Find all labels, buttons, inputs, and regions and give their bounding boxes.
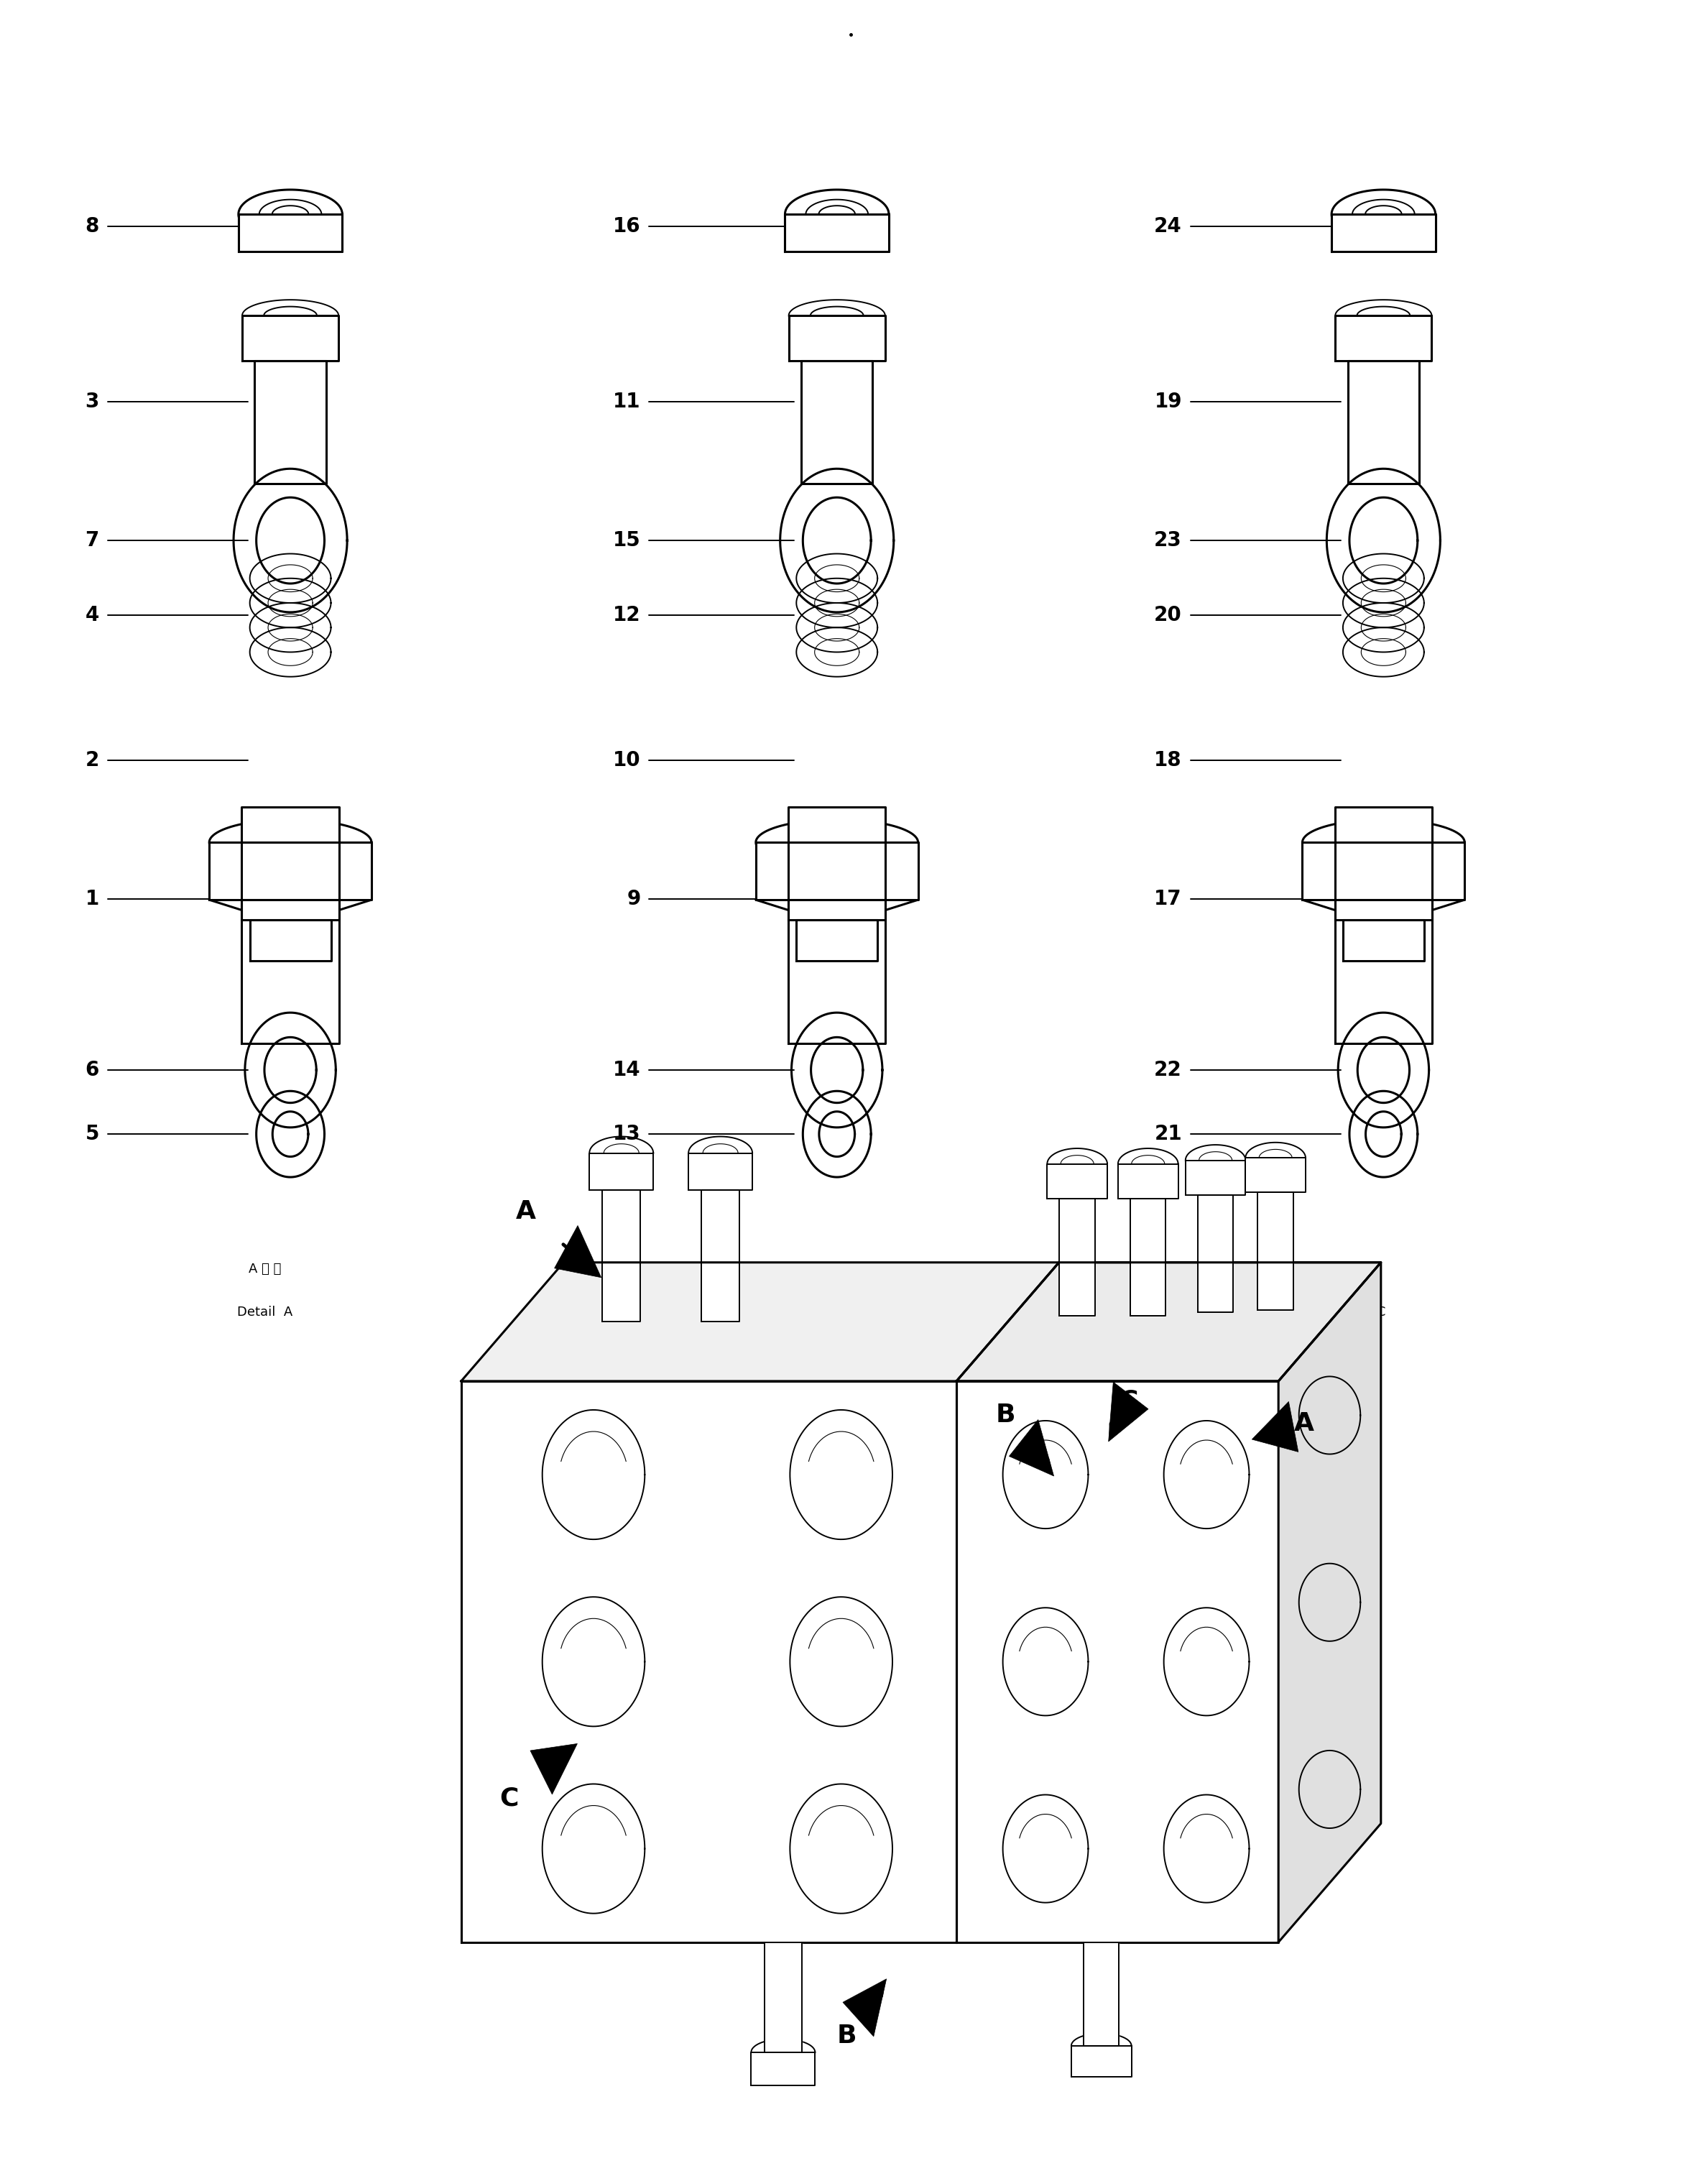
Polygon shape [789, 900, 885, 1042]
Polygon shape [555, 1226, 601, 1278]
Polygon shape [1059, 1198, 1095, 1316]
Polygon shape [239, 214, 342, 250]
Text: C 詳 細: C 詳 細 [1341, 1262, 1375, 1275]
Polygon shape [842, 1979, 886, 2037]
Polygon shape [243, 900, 340, 1042]
Polygon shape [461, 1381, 956, 1942]
Polygon shape [1332, 214, 1435, 250]
Text: 19: 19 [1155, 391, 1182, 412]
Text: 17: 17 [1155, 889, 1182, 909]
Text: A 詳 細: A 詳 細 [248, 1262, 282, 1275]
Polygon shape [1108, 1381, 1148, 1442]
Polygon shape [1342, 919, 1424, 960]
Polygon shape [956, 1381, 1278, 1942]
Text: B: B [996, 1403, 1015, 1426]
Polygon shape [1009, 1420, 1054, 1476]
Text: 14: 14 [613, 1060, 640, 1081]
Polygon shape [688, 1152, 753, 1189]
Text: A: A [516, 1200, 536, 1224]
Polygon shape [1047, 1163, 1107, 1198]
Text: 10: 10 [613, 751, 640, 770]
Polygon shape [1336, 807, 1433, 919]
Polygon shape [755, 842, 919, 900]
Text: 24: 24 [1155, 216, 1182, 237]
Text: 8: 8 [85, 216, 99, 237]
Polygon shape [1336, 315, 1431, 360]
Text: 16: 16 [613, 216, 640, 237]
Polygon shape [1185, 1161, 1245, 1196]
Polygon shape [1197, 1196, 1233, 1312]
Polygon shape [789, 807, 885, 919]
Text: Detail  A: Detail A [237, 1306, 292, 1319]
Text: C: C [500, 1787, 519, 1811]
Text: Detail  B: Detail B [784, 1306, 839, 1319]
Polygon shape [789, 315, 885, 360]
Polygon shape [1348, 360, 1419, 483]
Text: 12: 12 [613, 604, 640, 626]
Text: 5: 5 [85, 1124, 99, 1144]
Text: Detail  C: Detail C [1331, 1306, 1385, 1319]
Text: 7: 7 [85, 531, 99, 550]
Polygon shape [763, 1942, 803, 2052]
Polygon shape [461, 1262, 1059, 1381]
Polygon shape [786, 214, 888, 250]
Text: 23: 23 [1155, 531, 1182, 550]
Polygon shape [1071, 2046, 1131, 2076]
Text: 6: 6 [85, 1060, 99, 1081]
Polygon shape [1245, 1159, 1305, 1193]
Polygon shape [1119, 1163, 1179, 1198]
Text: 15: 15 [613, 531, 640, 550]
Text: 1: 1 [85, 889, 99, 909]
Text: 2: 2 [85, 751, 99, 770]
Polygon shape [1278, 1262, 1380, 1942]
Polygon shape [1336, 900, 1433, 1042]
Text: 3: 3 [85, 391, 99, 412]
Polygon shape [243, 315, 338, 360]
Polygon shape [529, 1744, 577, 1793]
Text: B 詳 細: B 詳 細 [794, 1262, 828, 1275]
Polygon shape [254, 360, 326, 483]
Text: C: C [1119, 1388, 1138, 1413]
Polygon shape [249, 919, 331, 960]
Text: 18: 18 [1155, 751, 1182, 770]
Polygon shape [1131, 1198, 1167, 1316]
Polygon shape [801, 360, 873, 483]
Text: 4: 4 [85, 604, 99, 626]
Polygon shape [603, 1189, 640, 1321]
Polygon shape [702, 1189, 740, 1321]
Text: 21: 21 [1155, 1124, 1182, 1144]
Polygon shape [1257, 1193, 1293, 1310]
Text: 9: 9 [627, 889, 640, 909]
Polygon shape [1252, 1401, 1298, 1452]
Text: 13: 13 [613, 1124, 640, 1144]
Polygon shape [752, 2052, 815, 2085]
Polygon shape [589, 1152, 652, 1189]
Polygon shape [243, 807, 340, 919]
Text: 20: 20 [1155, 604, 1182, 626]
Polygon shape [210, 842, 372, 900]
Polygon shape [956, 1262, 1380, 1381]
Polygon shape [796, 919, 878, 960]
Polygon shape [1303, 842, 1465, 900]
Polygon shape [1083, 1942, 1119, 2046]
Polygon shape [956, 1262, 1380, 1381]
Text: 22: 22 [1155, 1060, 1182, 1081]
Text: 11: 11 [613, 391, 640, 412]
Text: B: B [837, 2024, 857, 2048]
Text: A: A [1295, 1411, 1313, 1435]
